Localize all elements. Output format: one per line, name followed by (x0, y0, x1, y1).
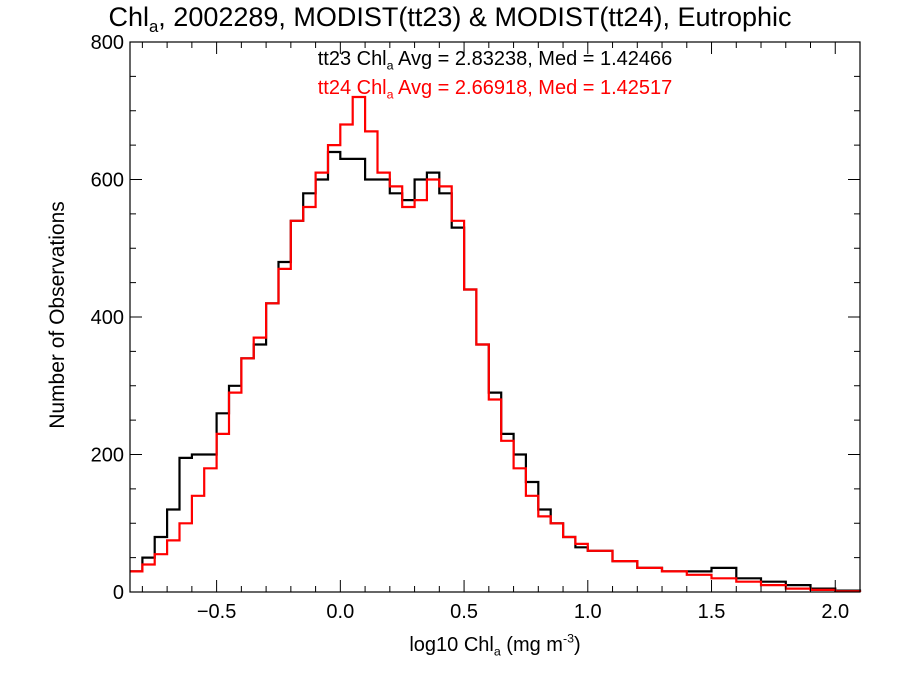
y-tick-label: 400 (91, 307, 124, 329)
y-tick-label: 600 (91, 170, 124, 192)
plot-frame (129, 41, 861, 593)
y-axis-label: Number of Observations (46, 201, 69, 429)
legend-entry-tt23: tt23 Chla Avg = 2.83238, Med = 1.42466 (317, 48, 673, 73)
x-tick-label: 1.0 (574, 601, 602, 623)
x-axis-label: log10 Chla (mg m-3) (409, 631, 581, 659)
legend-entry-tt24: tt24 Chla Avg = 2.66918, Med = 1.42517 (317, 77, 673, 102)
x-tick-label: 0.0 (326, 601, 354, 623)
x-tick-label: −0.5 (197, 601, 236, 623)
series-line-tt24 (130, 95, 862, 593)
series-line-tt23 (130, 150, 862, 592)
y-tick-label: 0 (113, 582, 124, 604)
x-tick-label: 1.5 (698, 601, 726, 623)
chart-title: Chla, 2002289, MODIST(tt23) & MODIST(tt2… (108, 2, 792, 36)
x-tick-label: 2.0 (821, 601, 849, 623)
x-tick-label: 0.5 (450, 601, 478, 623)
y-tick-label: 800 (91, 32, 124, 54)
y-tick-label: 200 (91, 445, 124, 467)
